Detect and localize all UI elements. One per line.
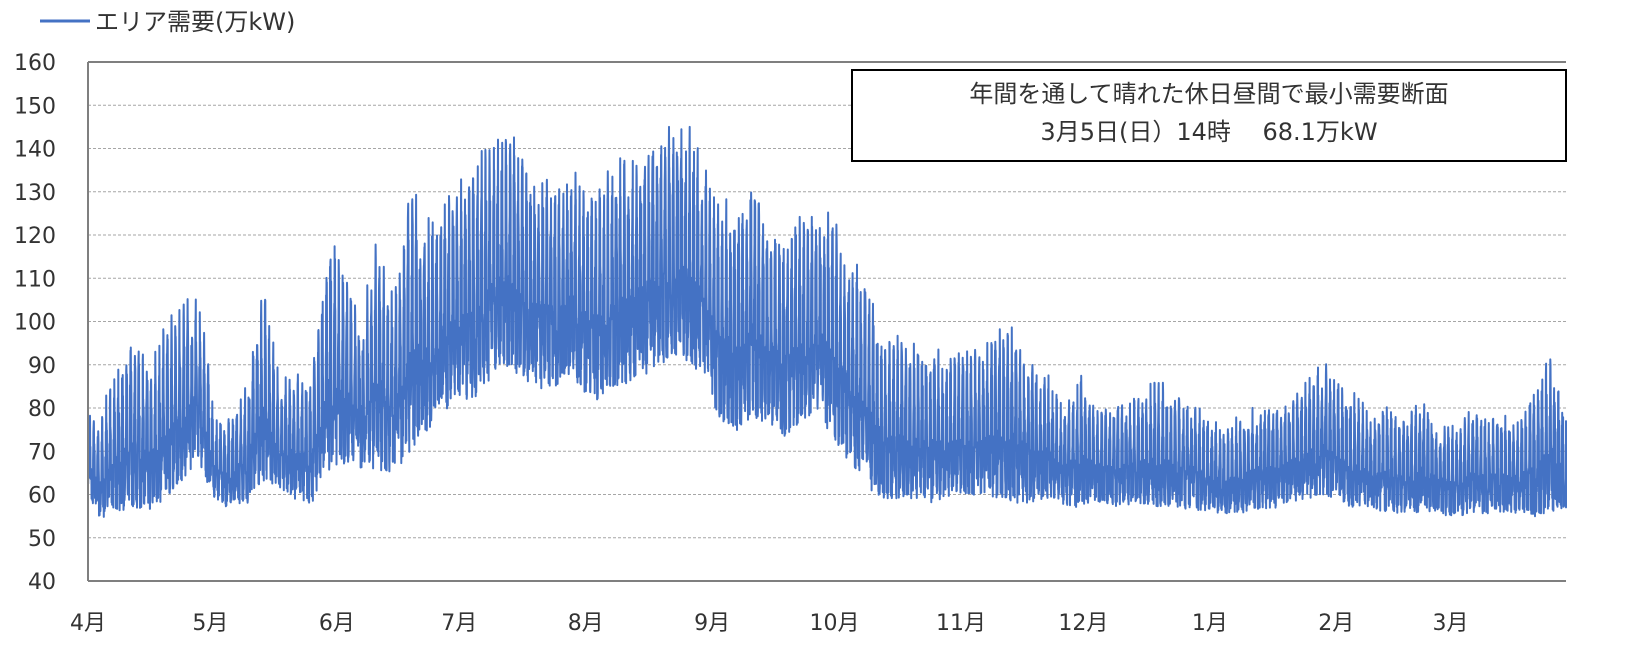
legend: エリア需要(万kW) <box>40 8 295 36</box>
x-tick-label: 11月 <box>936 611 986 636</box>
x-tick-labels: 4月 5月 6月 7月 8月 9月 10月 11月 12月 1月 2月 3月 <box>70 611 1469 636</box>
x-tick-label: 3月 <box>1433 611 1469 636</box>
axes <box>87 61 1566 582</box>
x-tick-label: 8月 <box>568 611 604 636</box>
x-tick-label: 5月 <box>192 611 228 636</box>
y-tick-label: 150 <box>14 94 56 119</box>
y-tick-label: 110 <box>14 267 56 292</box>
annotation-line-2: 3月5日(日）14時 68.1万kW <box>1040 118 1377 146</box>
x-tick-label: 4月 <box>70 611 106 636</box>
x-tick-label: 10月 <box>810 611 860 636</box>
annotation-line-1: 年間を通して晴れた休日昼間で最小需要断面 <box>969 80 1448 108</box>
x-tick-label: 2月 <box>1318 611 1354 636</box>
demand-series <box>87 125 1567 518</box>
y-tick-label: 100 <box>14 311 56 336</box>
y-tick-label: 130 <box>14 181 56 206</box>
y-tick-labels: 40 50 60 70 80 90 100 110 120 130 140 150 160 <box>14 51 56 595</box>
legend-label: エリア需要(万kW) <box>95 8 295 36</box>
annotation-box: 年間を通して晴れた休日昼間で最小需要断面 3月5日(日）14時 68.1万kW <box>851 69 1567 162</box>
x-tick-label: 9月 <box>694 611 730 636</box>
x-tick-label: 7月 <box>441 611 477 636</box>
annotation-border <box>851 69 1567 162</box>
demand-line <box>87 125 1567 518</box>
y-tick-label: 60 <box>28 484 56 509</box>
y-tick-label: 120 <box>14 224 56 249</box>
x-tick-label: 1月 <box>1192 611 1228 636</box>
y-tick-label: 40 <box>28 570 56 595</box>
x-tick-label: 12月 <box>1058 611 1108 636</box>
y-tick-label: 50 <box>28 527 56 552</box>
x-tick-label: 6月 <box>319 611 355 636</box>
y-tick-label: 160 <box>14 51 56 76</box>
y-tick-label: 140 <box>14 138 56 163</box>
y-tick-label: 90 <box>28 354 56 379</box>
y-tick-label: 80 <box>28 397 56 422</box>
y-tick-label: 70 <box>28 440 56 465</box>
